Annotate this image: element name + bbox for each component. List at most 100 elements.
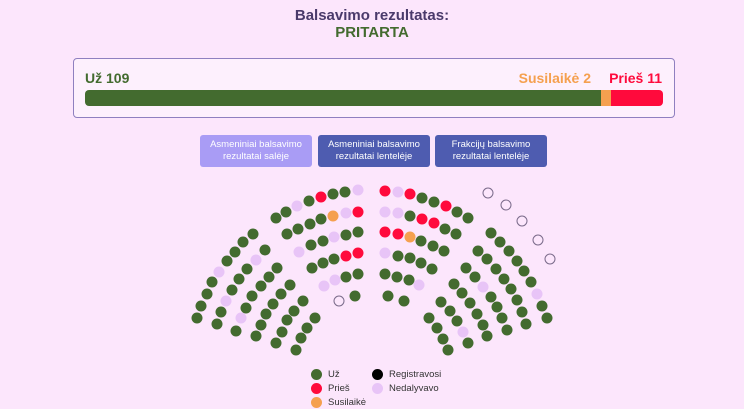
- seat-for[interactable]: [206, 276, 218, 288]
- seat-empty[interactable]: [333, 295, 345, 307]
- seat-for[interactable]: [349, 290, 361, 302]
- seat-absent[interactable]: [328, 231, 340, 243]
- seat-for[interactable]: [276, 326, 288, 338]
- seat-for[interactable]: [485, 291, 497, 303]
- seat-abstain[interactable]: [404, 231, 416, 243]
- faction-table-button[interactable]: Frakcijų balsavimo rezultatai lentelėje: [435, 135, 547, 167]
- seat-for[interactable]: [398, 295, 410, 307]
- seat-for[interactable]: [444, 305, 456, 317]
- seat-for[interactable]: [247, 228, 259, 240]
- seat-for[interactable]: [275, 288, 287, 300]
- seat-for[interactable]: [525, 276, 537, 288]
- seat-for[interactable]: [439, 223, 451, 235]
- seat-for[interactable]: [303, 195, 315, 207]
- seat-for[interactable]: [250, 330, 262, 342]
- seat-for[interactable]: [233, 273, 245, 285]
- seat-for[interactable]: [237, 236, 249, 248]
- seat-for[interactable]: [382, 290, 394, 302]
- seat-absent[interactable]: [392, 207, 404, 219]
- seat-for[interactable]: [505, 283, 517, 295]
- seat-for[interactable]: [255, 319, 267, 331]
- seat-against[interactable]: [352, 247, 364, 259]
- seat-for[interactable]: [340, 229, 352, 241]
- seat-absent[interactable]: [293, 246, 305, 258]
- seat-for[interactable]: [260, 308, 272, 320]
- seat-for[interactable]: [246, 290, 258, 302]
- seat-for[interactable]: [503, 245, 515, 257]
- seat-for[interactable]: [518, 265, 530, 277]
- seat-empty[interactable]: [482, 187, 494, 199]
- seat-for[interactable]: [464, 297, 476, 309]
- seat-for[interactable]: [541, 312, 553, 324]
- seat-against[interactable]: [440, 200, 452, 212]
- seat-empty[interactable]: [500, 199, 512, 211]
- seat-absent[interactable]: [220, 295, 232, 307]
- seat-for[interactable]: [305, 239, 317, 251]
- seat-absent[interactable]: [457, 326, 469, 338]
- seat-for[interactable]: [450, 228, 462, 240]
- seat-for[interactable]: [230, 325, 242, 337]
- seat-for[interactable]: [215, 306, 227, 318]
- seat-for[interactable]: [511, 255, 523, 267]
- seat-for[interactable]: [485, 227, 497, 239]
- seat-for[interactable]: [263, 271, 275, 283]
- seat-abstain[interactable]: [327, 210, 339, 222]
- seat-for[interactable]: [297, 295, 309, 307]
- personal-table-button[interactable]: Asmeniniai balsavimo rezultatai lentelėj…: [318, 135, 430, 167]
- seat-for[interactable]: [428, 196, 440, 208]
- seat-for[interactable]: [498, 273, 510, 285]
- seat-for[interactable]: [315, 213, 327, 225]
- seat-absent[interactable]: [318, 280, 330, 292]
- seat-for[interactable]: [290, 344, 302, 356]
- seat-absent[interactable]: [352, 184, 364, 196]
- seat-for[interactable]: [201, 288, 213, 300]
- seat-for[interactable]: [471, 308, 483, 320]
- seat-for[interactable]: [309, 312, 321, 324]
- seat-for[interactable]: [255, 280, 267, 292]
- seat-for[interactable]: [404, 210, 416, 222]
- seat-for[interactable]: [229, 246, 241, 258]
- seat-for[interactable]: [379, 268, 391, 280]
- seat-for[interactable]: [267, 298, 279, 310]
- seat-for[interactable]: [536, 300, 548, 312]
- seat-for[interactable]: [462, 212, 474, 224]
- seat-for[interactable]: [496, 312, 508, 324]
- seat-for[interactable]: [317, 257, 329, 269]
- seat-for[interactable]: [472, 245, 484, 257]
- seat-for[interactable]: [301, 322, 313, 334]
- seat-absent[interactable]: [250, 254, 262, 266]
- seat-for[interactable]: [423, 312, 435, 324]
- seat-empty[interactable]: [516, 215, 528, 227]
- seat-for[interactable]: [340, 271, 352, 283]
- seat-for[interactable]: [462, 337, 474, 349]
- seat-for[interactable]: [427, 240, 439, 252]
- seat-for[interactable]: [491, 301, 503, 313]
- seat-for[interactable]: [191, 312, 203, 324]
- seat-for[interactable]: [415, 257, 427, 269]
- seat-for[interactable]: [391, 271, 403, 283]
- seat-for[interactable]: [494, 236, 506, 248]
- seat-for[interactable]: [448, 278, 460, 290]
- seat-absent[interactable]: [340, 207, 352, 219]
- seat-for[interactable]: [404, 252, 416, 264]
- seat-absent[interactable]: [477, 281, 489, 293]
- seat-for[interactable]: [328, 253, 340, 265]
- seat-absent[interactable]: [379, 206, 391, 218]
- seat-for[interactable]: [490, 263, 502, 275]
- seat-for[interactable]: [240, 302, 252, 314]
- seat-for[interactable]: [435, 296, 447, 308]
- seat-absent[interactable]: [235, 312, 247, 324]
- seat-for[interactable]: [415, 235, 427, 247]
- seat-for[interactable]: [516, 306, 528, 318]
- seat-for[interactable]: [431, 322, 443, 334]
- seat-for[interactable]: [416, 192, 428, 204]
- seat-for[interactable]: [270, 337, 282, 349]
- seat-empty[interactable]: [544, 253, 556, 265]
- seat-for[interactable]: [292, 223, 304, 235]
- seat-against[interactable]: [379, 185, 391, 197]
- seat-for[interactable]: [288, 305, 300, 317]
- seat-absent[interactable]: [213, 266, 225, 278]
- seat-for[interactable]: [304, 218, 316, 230]
- seat-for[interactable]: [481, 253, 493, 265]
- seat-for[interactable]: [442, 344, 454, 356]
